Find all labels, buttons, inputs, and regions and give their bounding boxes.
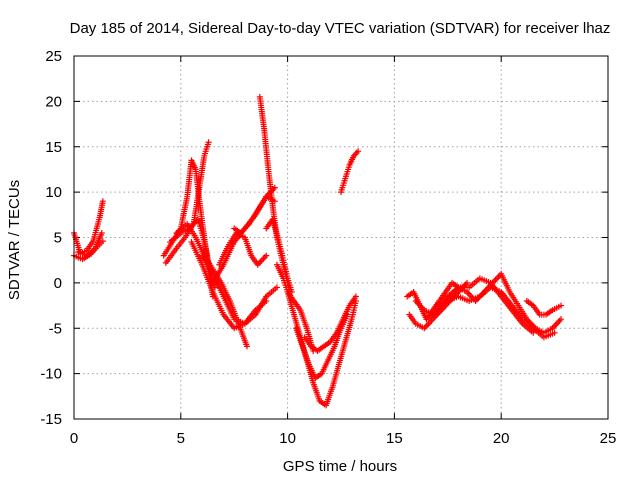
data-point [271, 184, 278, 191]
data-point [558, 302, 565, 309]
chart-title: Day 185 of 2014, Sidereal Day-to-day VTE… [70, 20, 611, 37]
y-axis-title: SDTVAR / TECUs [6, 180, 23, 300]
y-tick-label: 5 [54, 230, 62, 247]
data-point [551, 329, 558, 336]
y-tick-label: 10 [45, 184, 62, 201]
y-tick-label: -5 [49, 320, 62, 337]
data-point [205, 139, 212, 146]
series-trace-24 [434, 275, 537, 336]
series-trace-18 [301, 293, 359, 354]
data-point [558, 316, 565, 323]
series-trace-19 [338, 148, 362, 196]
data-point [352, 293, 359, 300]
data-point [98, 229, 105, 236]
y-tick-label: 0 [54, 275, 62, 292]
series-trace-12 [231, 193, 278, 236]
y-tick-label: 15 [45, 139, 62, 156]
axis-ticks: 0 5 10 15 20 25 -15 -10 -5 0 5 10 15 20 25 [40, 48, 616, 447]
data-point [530, 329, 537, 336]
y-tick-label: 25 [45, 48, 62, 65]
data-point [244, 343, 251, 350]
x-tick-label: 20 [493, 430, 510, 447]
data-point [99, 198, 106, 205]
x-tick-label: 0 [70, 430, 78, 447]
data-point [273, 284, 280, 291]
series-trace-11 [216, 229, 270, 268]
y-tick-label: -10 [40, 366, 62, 383]
series-trace-01 [71, 198, 106, 257]
x-tick-label: 25 [600, 430, 617, 447]
series-trace-03 [75, 229, 105, 259]
data-points [71, 93, 565, 409]
data-point [263, 252, 270, 259]
y-tick-label: -15 [40, 411, 62, 428]
x-tick-label: 10 [279, 430, 296, 447]
data-point [355, 148, 362, 155]
y-tick-label: 20 [45, 93, 62, 110]
x-tick-label: 5 [177, 430, 185, 447]
series-trace-15 [273, 261, 317, 354]
series-trace-14 [263, 216, 295, 295]
series-trace-10 [209, 184, 278, 286]
plot-frame [73, 55, 609, 420]
x-tick-label: 15 [386, 430, 403, 447]
x-axis-title: GPS time / hours [283, 458, 397, 475]
series-trace-25 [523, 298, 565, 318]
